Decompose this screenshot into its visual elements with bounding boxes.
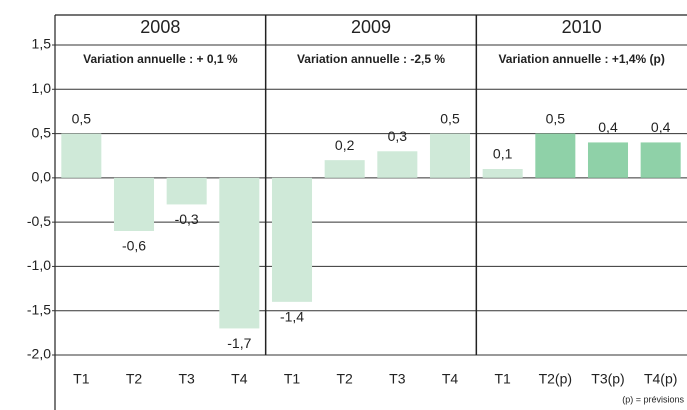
y-tick-label: 1,5 — [32, 36, 52, 52]
x-tick-label: T3(p) — [591, 371, 624, 387]
y-tick-label: 0,5 — [32, 124, 52, 140]
bar — [640, 142, 681, 178]
x-tick-label: T1 — [494, 371, 511, 387]
group-annotation: Variation annuelle : + 0,1 % — [83, 52, 238, 66]
bar — [271, 177, 313, 302]
bar — [429, 133, 471, 178]
x-tick-label: T2 — [126, 371, 143, 387]
bar — [219, 177, 260, 329]
y-tick-label: 1,0 — [32, 80, 52, 96]
value-label: 0,4 — [651, 119, 671, 135]
bar — [535, 133, 576, 178]
group-label: 2010 — [562, 17, 602, 37]
value-label: 0,5 — [546, 110, 566, 126]
x-tick-label: T3 — [389, 371, 406, 387]
y-tick-label: 0,0 — [32, 169, 52, 185]
group-label: 2008 — [140, 17, 180, 37]
y-tick-label: -1,0 — [27, 257, 51, 273]
x-tick-label: T4 — [442, 371, 459, 387]
bar — [61, 133, 102, 178]
value-label: 0,4 — [598, 119, 618, 135]
value-label: -0,3 — [175, 211, 199, 227]
x-tick-label: T4(p) — [644, 371, 677, 387]
bar — [377, 151, 418, 178]
value-label: 0,5 — [72, 110, 92, 126]
bar — [113, 177, 155, 231]
value-label: -0,6 — [122, 238, 146, 254]
bar — [587, 142, 629, 178]
y-tick-label: -1,5 — [27, 301, 51, 317]
x-tick-label: T4 — [231, 371, 248, 387]
group-label: 2009 — [351, 17, 391, 37]
value-label: -1,7 — [227, 335, 251, 351]
value-label: 0,5 — [440, 110, 460, 126]
y-tick-label: -2,0 — [27, 346, 51, 362]
value-label: -1,4 — [280, 309, 304, 325]
x-tick-label: T2 — [336, 371, 353, 387]
group-annotation: Variation annuelle : -2,5 % — [297, 52, 445, 66]
bar — [482, 169, 523, 178]
value-label: 0,1 — [493, 146, 513, 162]
footnote: (p) = prévisions — [622, 394, 684, 404]
x-tick-label: T3 — [178, 371, 195, 387]
group-annotation: Variation annuelle : +1,4% (p) — [498, 52, 664, 66]
value-label: 0,3 — [388, 128, 408, 144]
value-label: 0,2 — [335, 137, 355, 153]
y-tick-label: -0,5 — [27, 213, 51, 229]
bar — [324, 160, 365, 178]
x-tick-label: T1 — [284, 371, 301, 387]
x-tick-label: T1 — [73, 371, 90, 387]
bar — [166, 177, 207, 205]
x-tick-label: T2(p) — [539, 371, 572, 387]
